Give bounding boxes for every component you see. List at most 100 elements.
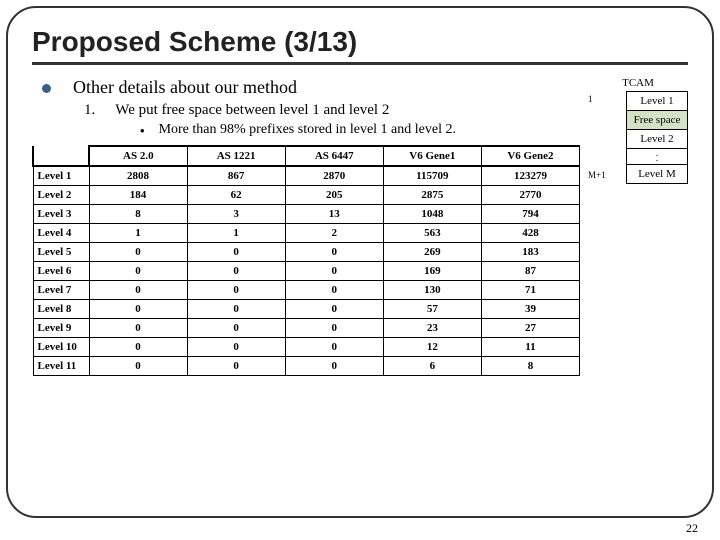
- main-column: Other details about our method 1. We put…: [32, 75, 580, 376]
- table-cell: 0: [187, 300, 285, 319]
- table-cell: 2870: [285, 166, 383, 186]
- table-cell: 2: [285, 224, 383, 243]
- table-cell: 11: [481, 338, 579, 357]
- bullet-line: Other details about our method: [42, 77, 580, 98]
- table-cell: 57: [383, 300, 481, 319]
- table-cell: 0: [285, 357, 383, 376]
- num-text: We put free space between level 1 and le…: [115, 102, 389, 119]
- tcam-wrap: 1 M+1 Level 1 Free space Level 2 .. Leve…: [588, 91, 688, 184]
- data-table: AS 2.0AS 1221AS 6447V6 Gene1V6 Gene2 Lev…: [32, 145, 580, 376]
- table-row: Level 4112563428: [33, 224, 580, 243]
- table-row: Level 1100068: [33, 357, 580, 376]
- table-cell: 0: [285, 281, 383, 300]
- table-header: AS 2.0: [89, 146, 187, 166]
- table-cell: 0: [89, 243, 187, 262]
- row-header: Level 3: [33, 205, 89, 224]
- table-cell: 205: [285, 186, 383, 205]
- table-cell: 0: [187, 357, 285, 376]
- bullet-icon: [42, 84, 51, 93]
- table-cell: 27: [481, 319, 579, 338]
- table-row: Level 383131048794: [33, 205, 580, 224]
- table-cell: 183: [481, 243, 579, 262]
- table-header: AS 1221: [187, 146, 285, 166]
- row-header: Level 8: [33, 300, 89, 319]
- numbered-line: 1. We put free space between level 1 and…: [84, 102, 580, 119]
- table-cell: 12: [383, 338, 481, 357]
- table-cell: 867: [187, 166, 285, 186]
- table-cell: 184: [89, 186, 187, 205]
- table-cell: 2875: [383, 186, 481, 205]
- table-cell: 0: [89, 319, 187, 338]
- table-cell: 3: [187, 205, 285, 224]
- table-cell: 2808: [89, 166, 187, 186]
- num-label: 1.: [84, 102, 95, 119]
- page-number: 22: [686, 521, 698, 536]
- table-cell: 0: [89, 281, 187, 300]
- title-underline: [32, 62, 688, 65]
- table-cell: 115709: [383, 166, 481, 186]
- table-cell: 0: [285, 300, 383, 319]
- table-cell: 0: [285, 338, 383, 357]
- table-cell: 428: [481, 224, 579, 243]
- table-cell: 794: [481, 205, 579, 224]
- table-cell: 0: [285, 262, 383, 281]
- tcam-title: TCAM: [588, 77, 688, 89]
- table-row: Level 21846220528752770: [33, 186, 580, 205]
- table-cell: 0: [89, 262, 187, 281]
- table-row: Level 5000269183: [33, 243, 580, 262]
- row-header: Level 9: [33, 319, 89, 338]
- table-header: AS 6447: [285, 146, 383, 166]
- table-row: Level 128088672870115709123279: [33, 166, 580, 186]
- table-row: Level 600016987: [33, 262, 580, 281]
- row-header: Level 10: [33, 338, 89, 357]
- table-cell: 2770: [481, 186, 579, 205]
- table-cell: 1: [89, 224, 187, 243]
- table-cell: 1048: [383, 205, 481, 224]
- table-cell: 8: [89, 205, 187, 224]
- sub-bullet-icon: •: [140, 123, 145, 138]
- row-header: Level 5: [33, 243, 89, 262]
- bullet-text: Other details about our method: [73, 77, 297, 98]
- table-row: Level 80005739: [33, 300, 580, 319]
- tcam-top-index: 1: [588, 94, 606, 104]
- row-header: Level 11: [33, 357, 89, 376]
- table-cell: 39: [481, 300, 579, 319]
- table-cell: 1: [187, 224, 285, 243]
- table-cell: 130: [383, 281, 481, 300]
- tcam-cell-level1: Level 1: [627, 92, 687, 111]
- table-cell: 0: [89, 300, 187, 319]
- table-cell: 0: [285, 243, 383, 262]
- table-cell: 269: [383, 243, 481, 262]
- table-cell: 6: [383, 357, 481, 376]
- table-row: Level 90002327: [33, 319, 580, 338]
- row-header: Level 4: [33, 224, 89, 243]
- row-header: Level 1: [33, 166, 89, 186]
- table-row: Level 100001211: [33, 338, 580, 357]
- tcam-index-labels: 1 M+1: [588, 94, 606, 180]
- table-cell: 0: [187, 319, 285, 338]
- slide-title: Proposed Scheme (3/13): [32, 26, 688, 58]
- table-cell: 8: [481, 357, 579, 376]
- table-cell: 0: [187, 281, 285, 300]
- table-cell: 0: [187, 338, 285, 357]
- table-header: V6 Gene1: [383, 146, 481, 166]
- row-header: Level 2: [33, 186, 89, 205]
- table-cell: 563: [383, 224, 481, 243]
- content-row: Other details about our method 1. We put…: [32, 75, 688, 376]
- table-cell: 0: [89, 357, 187, 376]
- tcam-cell-level2: Level 2: [627, 130, 687, 149]
- tcam-cell-levelm: Level M: [627, 165, 687, 183]
- tcam-box: Level 1 Free space Level 2 .. Level M: [626, 91, 688, 184]
- table-cell: 0: [285, 319, 383, 338]
- slide-frame: Proposed Scheme (3/13) Other details abo…: [6, 6, 714, 518]
- table-header: V6 Gene2: [481, 146, 579, 166]
- table-cell: 13: [285, 205, 383, 224]
- tcam-column: TCAM 1 M+1 Level 1 Free space Level 2 ..…: [588, 75, 688, 376]
- table-cell: 0: [187, 243, 285, 262]
- table-cell: 71: [481, 281, 579, 300]
- tcam-bottom-index: M+1: [588, 170, 606, 180]
- table-row: Level 700013071: [33, 281, 580, 300]
- table-cell: 169: [383, 262, 481, 281]
- table-cell: 23: [383, 319, 481, 338]
- row-header: Level 6: [33, 262, 89, 281]
